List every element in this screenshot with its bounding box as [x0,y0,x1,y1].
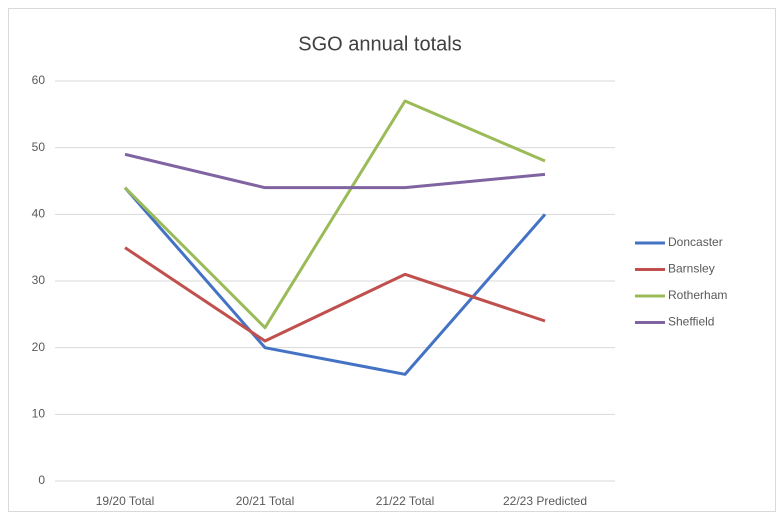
legend-label: Sheffield [668,315,714,329]
series-line [123,186,547,376]
legend-label: Doncaster [668,235,723,249]
y-tick-label: 0 [38,473,45,487]
y-tick-label: 60 [32,73,46,87]
series-line [124,246,546,343]
legend-label: Rotherham [668,288,727,302]
series-line [123,99,546,330]
y-tick-label: 50 [32,140,46,154]
legend-label: Barnsley [668,262,715,276]
x-tick-label: 20/21 Total [236,494,295,508]
x-tick-label: 19/20 Total [96,494,155,508]
y-tick-label: 30 [32,273,46,287]
y-tick-label: 40 [32,207,46,221]
x-tick-label: 21/22 Total [376,494,435,508]
series-line [124,152,546,190]
chart-border [8,8,776,512]
chart-title: SGO annual totals [298,33,461,55]
y-tick-label: 10 [32,407,46,421]
x-tick-label: 22/23 Predicted [503,494,587,508]
y-tick-label: 20 [32,340,46,354]
